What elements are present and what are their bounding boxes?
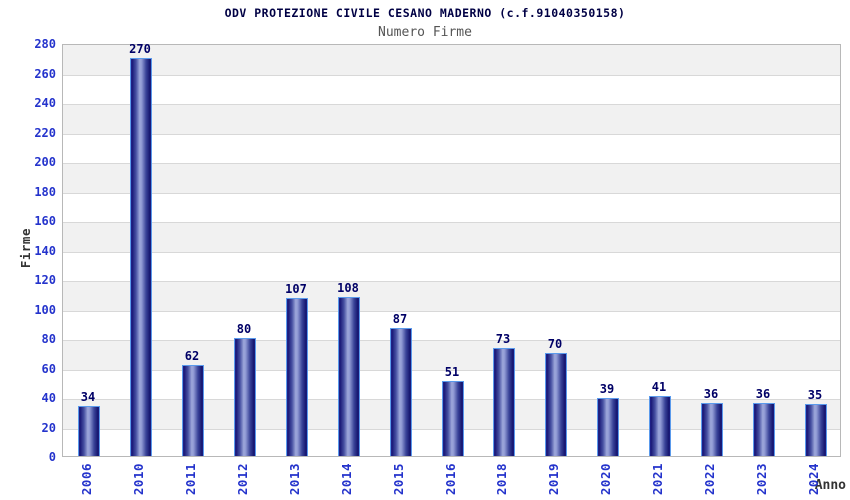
bar-value-label: 70 [547,337,563,351]
y-tick-label: 180 [34,184,56,199]
plot-band [63,104,840,134]
gridline [63,369,840,371]
bar [234,338,256,456]
bar-value-label: 87 [392,312,408,326]
bar-value-label: 270 [129,42,151,56]
x-tick-label: 2020 [598,463,613,496]
bar-value-label: 35 [807,388,823,402]
y-tick-label: 240 [34,96,56,110]
bar [701,403,723,456]
y-tick-label: 20 [41,420,56,435]
bar-value-label: 107 [285,282,307,296]
x-tick-label: 2024 [806,463,821,496]
bar [442,381,464,456]
gridline [63,192,840,194]
x-tick-label: 2016 [443,463,458,496]
bar-value-label: 73 [495,332,511,346]
y-tick-label: 100 [34,302,56,317]
plot-area [62,44,841,457]
x-tick-label: 2018 [494,463,509,496]
y-tick-label: 80 [41,332,56,346]
bar-value-label: 39 [599,382,615,396]
gridline [63,104,840,105]
gridline [63,74,840,76]
bar [390,328,412,456]
bar-value-label: 51 [444,365,460,379]
plot-band [63,134,840,164]
bar-value-label: 36 [755,387,771,401]
x-axis-label: Anno [814,478,846,493]
bar-value-label: 108 [337,281,359,295]
gridline [63,281,840,282]
y-tick-label: 200 [34,155,56,169]
x-tick-label: 2015 [391,463,406,496]
chart-title: ODV PROTEZIONE CIVILE CESANO MADERNO (c.… [224,6,626,20]
bar [649,396,671,456]
plot-band [63,281,840,311]
plot-band [63,311,840,341]
bar-value-label: 80 [236,322,252,336]
bar [130,58,152,456]
gridline [63,163,840,164]
y-tick-label: 220 [34,125,56,140]
x-tick-label: 2013 [287,463,302,496]
x-tick-label: 2012 [235,463,250,496]
y-tick-label: 0 [48,450,56,464]
x-tick-label: 2019 [546,463,561,496]
y-tick-label: 160 [34,214,56,228]
bar [545,353,567,456]
y-tick-label: 260 [34,66,56,81]
y-tick-label: 40 [41,391,56,405]
plot-band [63,45,840,75]
x-tick-label: 2014 [339,463,354,496]
bar-value-label: 62 [184,349,200,363]
plot-band [63,222,840,252]
gridline [63,251,840,253]
bar [493,348,515,456]
y-tick-label: 140 [34,243,56,258]
gridline [63,133,840,135]
gridline [63,340,840,341]
plot-band [63,75,840,105]
x-tick-label: 2006 [79,463,94,496]
x-tick-label: 2022 [702,463,717,496]
plot-band [63,193,840,223]
bar-value-label: 34 [80,390,96,404]
x-tick-label: 2010 [131,463,146,496]
bar [286,298,308,456]
gridline [63,310,840,312]
y-tick-label: 280 [34,37,56,51]
bar [753,403,775,456]
y-tick-label: 120 [34,273,56,287]
x-tick-label: 2023 [754,463,769,496]
gridline [63,222,840,223]
plot-band [63,252,840,282]
bar [182,365,204,456]
chart-subtitle: Numero Firme [378,25,472,40]
plot-band [63,163,840,193]
bar [805,404,827,456]
x-tick-label: 2021 [650,463,665,496]
bar-value-label: 36 [703,387,719,401]
bar [338,297,360,456]
bar-value-label: 41 [651,380,667,394]
plot-band [63,340,840,370]
bar [597,398,619,456]
x-tick-label: 2011 [183,463,198,496]
bar [78,406,100,456]
y-tick-label: 60 [41,361,56,376]
